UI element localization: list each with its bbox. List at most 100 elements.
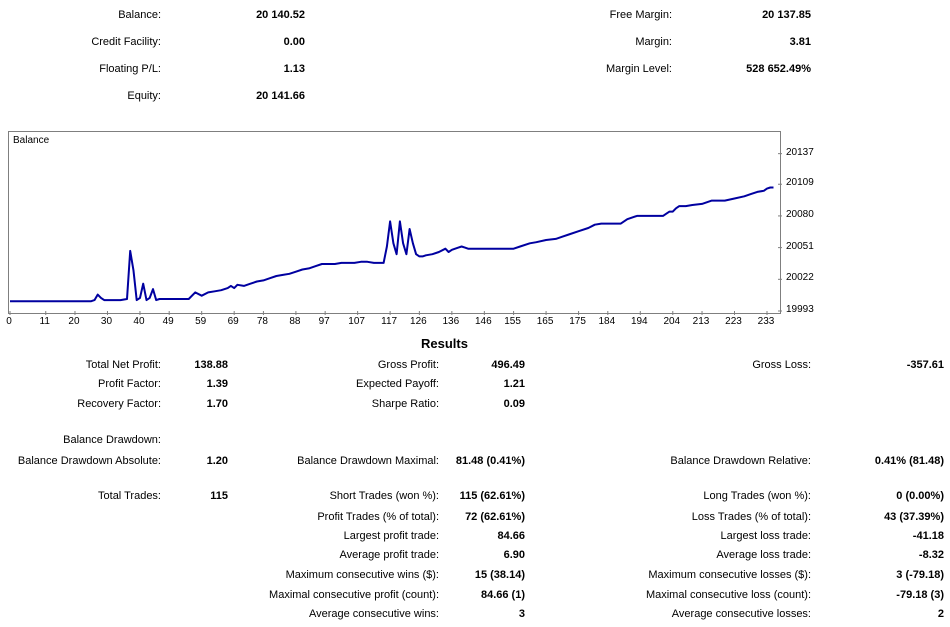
max-consecutive-losses-label: Maximum consecutive losses ($): xyxy=(648,569,811,581)
x-tick-label: 146 xyxy=(475,316,492,327)
total-trades-value: 115 xyxy=(210,490,228,502)
drawdown-absolute-value: 1.20 xyxy=(206,455,228,467)
profit-factor-value: 1.39 xyxy=(206,378,228,390)
x-tick-label: 223 xyxy=(725,316,742,327)
y-tick-label: 20051 xyxy=(786,240,814,252)
drawdown-relative-label: Balance Drawdown Relative: xyxy=(670,455,811,467)
profit-factor-label: Profit Factor: xyxy=(98,378,161,390)
max-consecutive-wins-label: Maximum consecutive wins ($): xyxy=(285,569,439,581)
drawdown-maximal-label: Balance Drawdown Maximal: xyxy=(297,455,439,467)
chart-title: Balance xyxy=(13,135,50,146)
max-consecutive-losses-value: 3 (-79.18) xyxy=(896,569,944,581)
x-tick-label: 30 xyxy=(100,316,113,327)
x-tick-label: 78 xyxy=(256,316,268,327)
x-tick-label: 88 xyxy=(289,316,301,327)
x-tick-label: 11 xyxy=(39,316,50,327)
maximal-consecutive-profit-label: Maximal consecutive profit (count): xyxy=(269,589,439,601)
free-margin-label: Free Margin: xyxy=(609,9,672,21)
largest-profit-value: 84.66 xyxy=(497,530,525,542)
balance-value: 20 140.52 xyxy=(256,9,305,21)
x-tick-label: 233 xyxy=(757,316,775,327)
gross-loss-value: -357.61 xyxy=(906,359,944,371)
margin-value: 3.81 xyxy=(789,36,811,48)
x-tick-label: 49 xyxy=(162,316,174,327)
recovery-factor-value: 1.70 xyxy=(206,398,228,410)
results-title: Results xyxy=(421,336,468,351)
loss-trades-label: Loss Trades (% of total): xyxy=(691,511,811,523)
y-tick-label: 20109 xyxy=(786,177,814,189)
total-trades-label: Total Trades: xyxy=(98,490,161,502)
drawdown-maximal-value: 81.48 (0.41%) xyxy=(455,455,525,467)
y-tick-label: 20022 xyxy=(786,272,814,284)
expected-payoff-label: Expected Payoff: xyxy=(356,378,439,390)
x-tick-label: 155 xyxy=(504,316,521,327)
expected-payoff-value: 1.21 xyxy=(503,378,525,390)
balance-drawdown-label: Balance Drawdown: xyxy=(63,434,161,446)
avg-loss-value: -8.32 xyxy=(918,549,944,561)
x-tick-label: 107 xyxy=(348,316,365,327)
gross-profit-value: 496.49 xyxy=(491,359,525,371)
maximal-consecutive-loss-value: -79.18 (3) xyxy=(896,589,944,601)
free-margin-value: 20 137.85 xyxy=(762,9,811,21)
sharpe-ratio-value: 0.09 xyxy=(503,398,525,410)
balance-chart-plot xyxy=(9,153,782,315)
short-trades-value: 115 (62.61%) xyxy=(459,490,525,502)
sharpe-ratio-label: Sharpe Ratio: xyxy=(371,398,439,410)
avg-consecutive-losses-value: 2 xyxy=(937,608,944,620)
largest-loss-label: Largest loss trade: xyxy=(720,530,812,542)
credit-facility-value: 0.00 xyxy=(283,36,305,48)
x-tick-label: 117 xyxy=(381,316,398,327)
equity-label: Equity: xyxy=(127,90,161,102)
y-tick-label: 20137 xyxy=(786,146,814,158)
credit-facility-label: Credit Facility: xyxy=(91,36,161,48)
drawdown-relative-value: 0.41% (81.48) xyxy=(874,455,944,467)
x-tick-label: 165 xyxy=(536,316,554,327)
avg-consecutive-wins-label: Average consecutive wins: xyxy=(308,608,439,620)
x-tick-label: 194 xyxy=(630,316,648,327)
maximal-consecutive-loss-label: Maximal consecutive loss (count): xyxy=(645,589,811,601)
balance-label: Balance: xyxy=(118,9,161,21)
x-tick-label: 213 xyxy=(692,316,710,327)
largest-loss-value: -41.18 xyxy=(912,530,944,542)
long-trades-label: Long Trades (won %): xyxy=(703,490,811,502)
profit-trades-value: 72 (62.61%) xyxy=(465,511,525,523)
long-trades-value: 0 (0.00%) xyxy=(896,490,944,502)
x-tick-label: 175 xyxy=(569,316,586,327)
largest-profit-label: Largest profit trade: xyxy=(343,530,439,542)
max-consecutive-wins-value: 15 (38.14) xyxy=(474,569,525,581)
x-tick-label: 126 xyxy=(410,316,427,327)
y-tick-label: 19993 xyxy=(786,304,814,315)
balance-chart: Balance xyxy=(8,131,782,315)
x-tick-label: 69 xyxy=(227,316,239,327)
x-tick-label: 136 xyxy=(442,316,460,327)
x-tick-label: 59 xyxy=(195,316,207,327)
total-net-profit-value: 138.88 xyxy=(194,359,228,371)
x-tick-label: 204 xyxy=(663,316,681,327)
x-tick-label: 97 xyxy=(318,316,330,327)
gross-loss-label: Gross Loss: xyxy=(752,359,811,371)
balance-series-line xyxy=(10,186,774,303)
y-tick-label: 20080 xyxy=(786,208,814,220)
avg-profit-value: 6.90 xyxy=(503,549,525,561)
avg-consecutive-losses-label: Average consecutive losses: xyxy=(671,608,811,620)
margin-label: Margin: xyxy=(635,36,672,48)
floating-pl-label: Floating P/L: xyxy=(99,63,161,75)
maximal-consecutive-profit-value: 84.66 (1) xyxy=(480,589,525,601)
recovery-factor-label: Recovery Factor: xyxy=(77,398,161,410)
margin-level-value: 528 652.49% xyxy=(746,63,811,75)
avg-loss-label: Average loss trade: xyxy=(716,549,811,561)
loss-trades-value: 43 (37.39%) xyxy=(884,511,944,523)
equity-value: 20 141.66 xyxy=(256,90,305,102)
floating-pl-value: 1.13 xyxy=(283,63,305,75)
drawdown-absolute-label: Balance Drawdown Absolute: xyxy=(17,455,161,467)
short-trades-label: Short Trades (won %): xyxy=(329,490,439,502)
total-net-profit-label: Total Net Profit: xyxy=(85,359,161,371)
x-tick-label: 184 xyxy=(598,316,616,327)
avg-consecutive-wins-value: 3 xyxy=(518,608,525,620)
profit-trades-label: Profit Trades (% of total): xyxy=(317,511,439,523)
x-tick-label: 0 xyxy=(6,316,12,327)
margin-level-label: Margin Level: xyxy=(605,63,672,75)
avg-profit-label: Average profit trade: xyxy=(339,549,439,561)
x-tick-label: 40 xyxy=(133,316,145,327)
gross-profit-label: Gross Profit: xyxy=(377,359,439,371)
